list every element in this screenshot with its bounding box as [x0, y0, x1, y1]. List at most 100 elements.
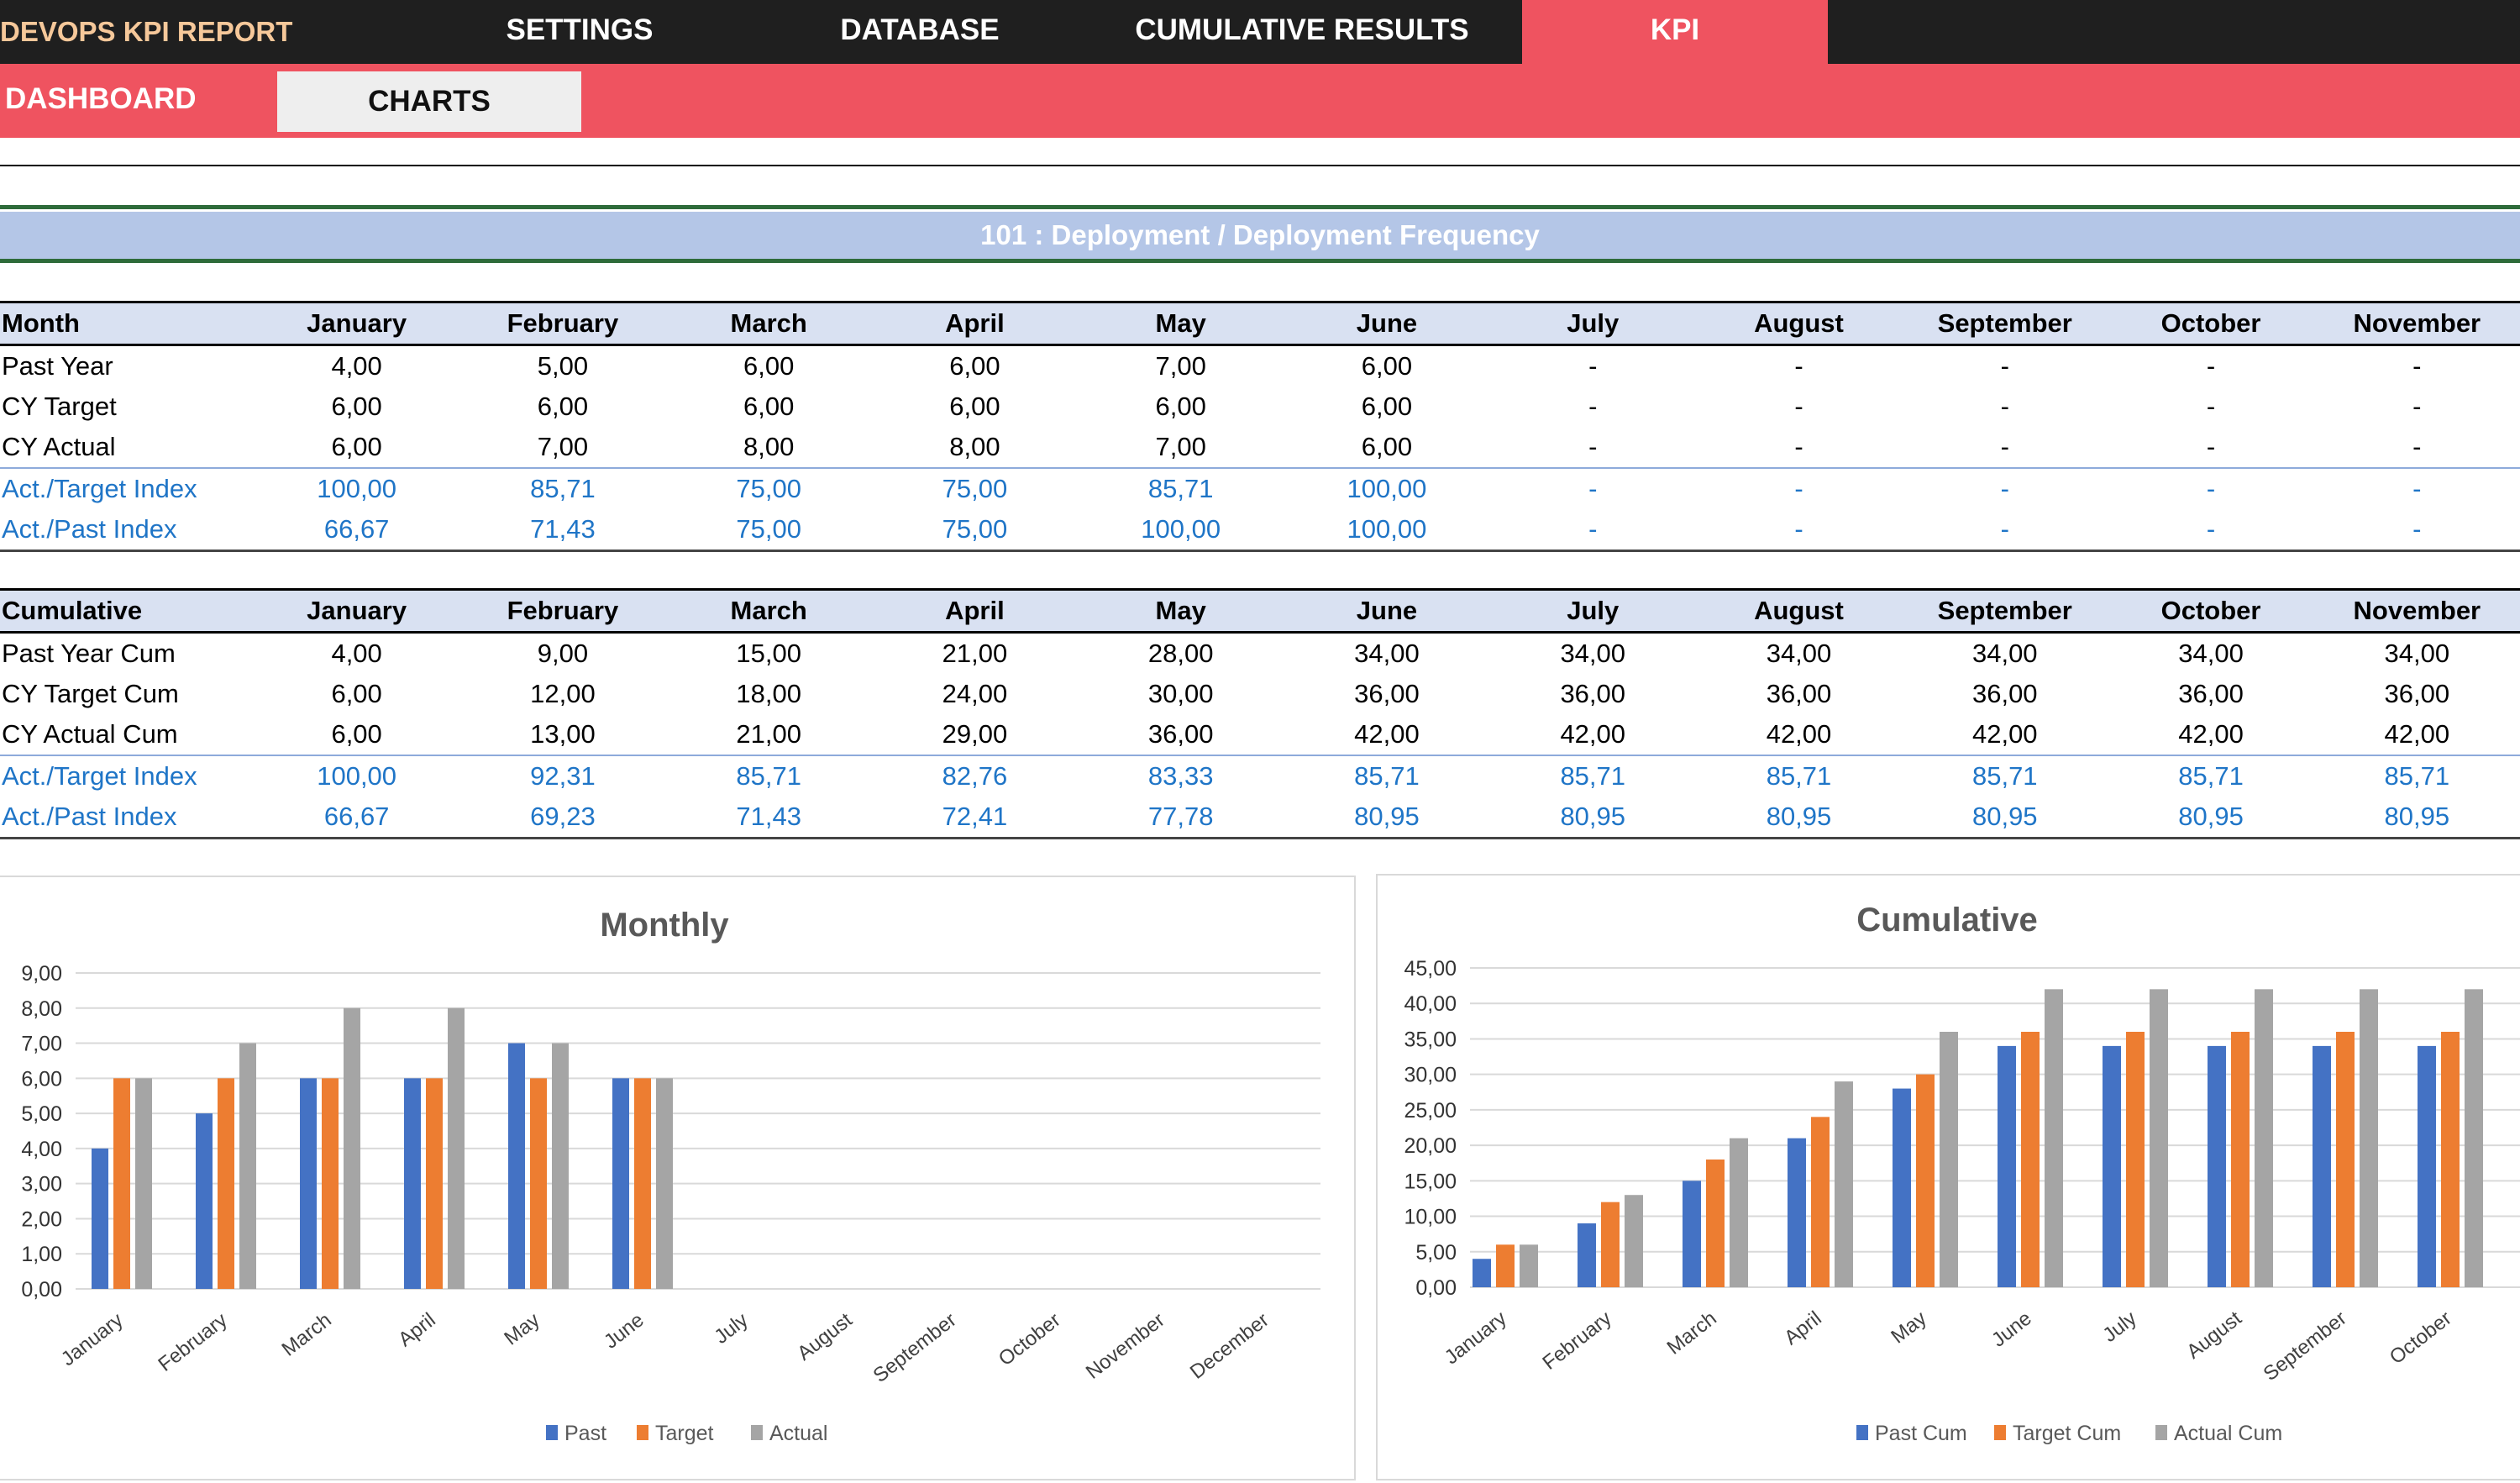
bar-target — [634, 1078, 651, 1289]
table-cell: 82,76 — [871, 755, 1079, 797]
table-cell: - — [2206, 351, 2216, 381]
bar-target-cum — [2021, 1032, 2040, 1287]
x-tick-label: September — [869, 1308, 961, 1387]
table-cell: - — [1794, 351, 1803, 381]
table-cell: 75,00 — [665, 509, 872, 552]
table-cell: 75,00 — [871, 467, 1079, 509]
tab-settings[interactable]: SETTINGS — [506, 13, 654, 46]
kpi-title: 101 : Deployment / Deployment Frequency — [980, 219, 1540, 250]
table-cell: 77,78 — [1078, 797, 1284, 839]
table-cell: 29,00 — [942, 719, 1008, 749]
y-tick-label: 4,00 — [21, 1138, 62, 1161]
x-tick-label: March — [278, 1308, 336, 1360]
divider — [0, 165, 2520, 166]
table-header-cell: April — [871, 301, 1079, 346]
y-tick-label: 2,00 — [21, 1207, 62, 1231]
bar-past-cum — [2313, 1045, 2331, 1287]
table-header-cell: June — [1284, 588, 1490, 634]
x-tick-label: August — [793, 1308, 857, 1365]
x-tick-label: June — [600, 1308, 648, 1353]
row-label: Past Year — [2, 351, 113, 381]
bar-actual-cum — [1520, 1244, 1538, 1287]
table-header-cell: June — [1284, 301, 1490, 346]
table-cell: 6,00 — [331, 679, 382, 708]
table-cell: - — [2313, 467, 2520, 509]
monthly-chart: Monthly 0,00 1,00 2,00 3,00 4,00 5,00 6,00 7,00 8… — [0, 876, 1356, 1480]
bar-past — [92, 1148, 108, 1289]
bar-target-cum — [1496, 1244, 1515, 1287]
row-label: CY Actual Cum — [2, 719, 178, 749]
table-cell: 42,00 — [2178, 719, 2244, 749]
table-cell: 80,95 — [1902, 797, 2108, 839]
table-cell: 85,71 — [1284, 755, 1490, 797]
table-row: Act./Target Index 100,00 85,71 75,00 75,… — [0, 467, 2520, 509]
x-tick-label: May — [1887, 1307, 1930, 1348]
legend-swatch — [546, 1425, 558, 1440]
table-cell: 100,00 — [1078, 509, 1284, 552]
table-cell: 24,00 — [942, 679, 1008, 708]
table-header-cell: February — [459, 588, 666, 634]
bar-actual — [344, 1007, 360, 1289]
table-header-cell: November — [2313, 301, 2520, 346]
table-cell: 6,00 — [743, 392, 795, 421]
x-tick-label: February — [1538, 1307, 1615, 1374]
table-cell: 80,95 — [1695, 797, 1903, 839]
table-cell: 85,71 — [665, 755, 872, 797]
table-cell: 100,00 — [254, 467, 460, 509]
x-tick-label: September — [2260, 1307, 2351, 1386]
subtab-dashboard[interactable]: DASHBOARD — [5, 82, 197, 115]
legend-swatch — [1994, 1425, 2006, 1440]
table-cell: 75,00 — [665, 467, 872, 509]
table-cell: - — [1588, 392, 1598, 421]
table-cell: 75,00 — [871, 509, 1079, 552]
table-header-cell: November — [2313, 588, 2520, 634]
table-cell: 36,00 — [2384, 679, 2450, 708]
bar-actual-cum — [1835, 1081, 1853, 1287]
table-cell: - — [1588, 432, 1598, 461]
table-cell: 6,00 — [1361, 351, 1413, 381]
row-label: Act./Target Index — [0, 755, 254, 797]
divider — [0, 205, 2520, 209]
table-cell: 6,00 — [331, 432, 382, 461]
legend-label: Actual — [769, 1422, 827, 1445]
table-header-row: Month January February March April May J… — [0, 301, 2520, 346]
bar-target-cum — [2336, 1032, 2355, 1287]
table-cell: - — [1695, 467, 1903, 509]
table-cell: - — [2108, 509, 2314, 552]
table-cell: 30,00 — [1147, 679, 1214, 708]
legend-label: Past Cum — [1875, 1422, 1967, 1445]
bar-target — [530, 1078, 547, 1289]
cumulative-chart-svg: Cumulative 0,00 5,00 10,00 15,00 20,00 25,00 30… — [1404, 902, 2520, 1445]
y-tick-label: 9,00 — [21, 962, 62, 986]
table-cell: 42,00 — [1971, 719, 2038, 749]
subtab-charts[interactable]: CHARTS — [277, 71, 581, 132]
table-header-cell: July — [1489, 588, 1696, 634]
x-tick-label: October — [995, 1308, 1065, 1370]
legend-label: Target Cum — [2013, 1422, 2121, 1445]
table-row: CY Target Cum 6,00 12,00 18,00 24,00 30,… — [0, 674, 2520, 714]
table-header-cell: August — [1695, 588, 1903, 634]
bar-actual-cum — [2045, 989, 2063, 1287]
table-header-cell: October — [2108, 588, 2314, 634]
y-tick-label: 1,00 — [21, 1243, 62, 1266]
table-cell: 83,33 — [1078, 755, 1284, 797]
x-tick-label: May — [500, 1308, 543, 1349]
y-tick-label: 40,00 — [1404, 992, 1457, 1016]
y-tick-label: 30,00 — [1404, 1064, 1457, 1087]
legend-swatch — [751, 1425, 763, 1440]
y-tick-label: 5,00 — [21, 1102, 62, 1126]
x-tick-label: April — [1780, 1307, 1825, 1349]
table-header-cell: August — [1695, 301, 1903, 346]
table-cell: 12,00 — [530, 679, 596, 708]
bar-target — [218, 1078, 234, 1289]
y-tick-label: 20,00 — [1404, 1134, 1457, 1158]
x-tick-label: April — [394, 1308, 439, 1351]
tab-database[interactable]: DATABASE — [840, 13, 1000, 46]
bar-actual-cum — [1730, 1138, 1748, 1287]
table-cell: 34,00 — [1766, 639, 1832, 668]
tab-cumulative-results[interactable]: CUMULATIVE RESULTS — [1135, 13, 1469, 46]
tab-kpi[interactable]: KPI — [1522, 0, 1828, 64]
y-tick-label: 0,00 — [21, 1278, 62, 1302]
table-cell: 6,00 — [331, 719, 382, 749]
table-cell: - — [1794, 392, 1803, 421]
